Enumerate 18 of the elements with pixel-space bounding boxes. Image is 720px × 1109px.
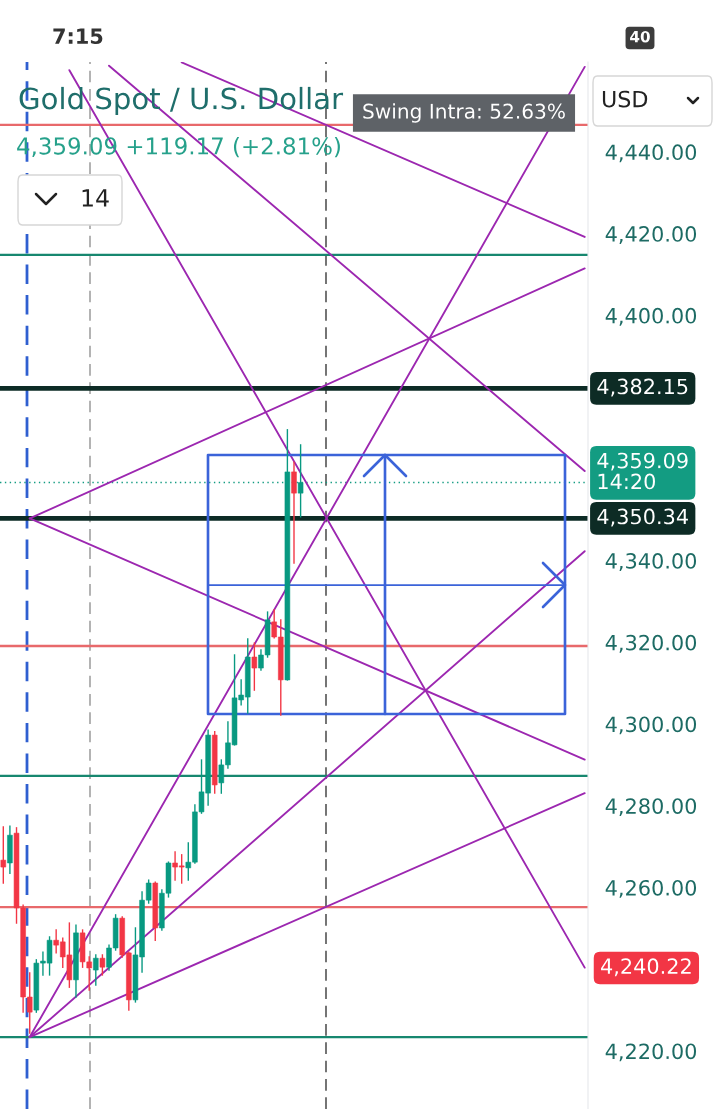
y-tick-label: 4,220.00 <box>605 1043 697 1062</box>
y-tick-label: 4,420.00 <box>605 226 697 244</box>
text: USD <box>602 90 648 108</box>
y-tick-label: 4,400.00 <box>605 307 697 326</box>
ref-line-label: 4,359.09 14:20 <box>597 452 688 490</box>
y-tick-label: 4,280.00 <box>605 798 697 817</box>
y-tick-label: 4,340.00 <box>605 553 697 571</box>
annotation: 14 <box>82 189 109 207</box>
text: 4,240.22 <box>601 958 691 977</box>
y-tick-label: 4,300.00 <box>605 716 697 735</box>
ref-line-label: 4,350.34 <box>597 508 688 527</box>
text: 40 <box>630 30 650 43</box>
text: 7:15 <box>53 28 103 45</box>
y-tick-label: 4,440.00 <box>605 144 697 163</box>
ref-line-label: 4,382.15 <box>597 378 688 397</box>
y-tick-label: 4,320.00 <box>605 634 697 653</box>
annotation: Swing Intra: 52.63% <box>363 103 565 123</box>
y-tick-label: 4,260.00 <box>605 879 697 898</box>
